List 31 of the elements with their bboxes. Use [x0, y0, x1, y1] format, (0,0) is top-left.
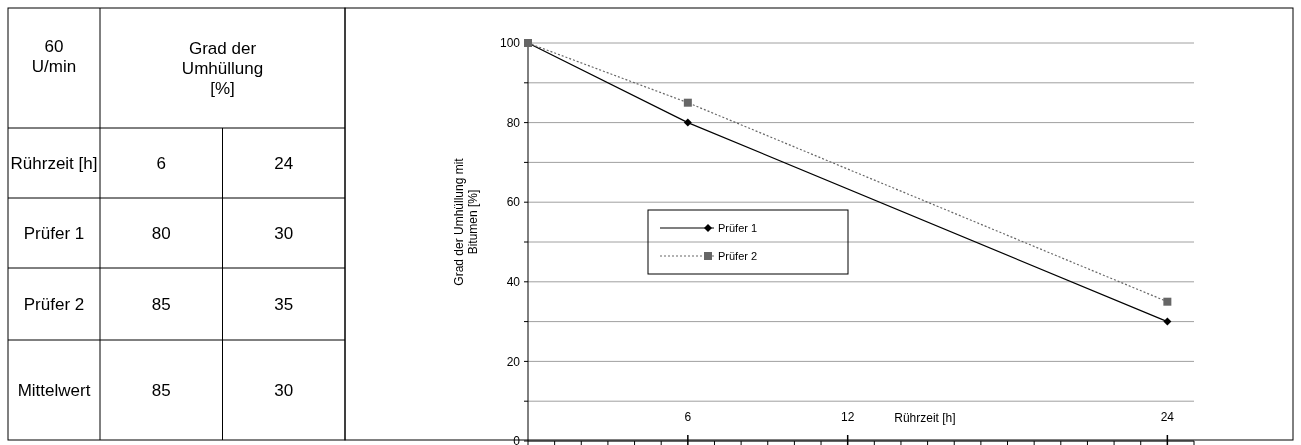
- y-tick-label: 0: [513, 434, 521, 445]
- x-tick-label: 12: [841, 410, 855, 424]
- data-label: 30: [274, 223, 294, 243]
- y-tick-label: 40: [506, 275, 521, 289]
- data-label: 85: [151, 294, 171, 314]
- data-label: 35: [274, 294, 294, 314]
- y-tick-label: 60: [506, 195, 521, 210]
- point: [683, 118, 692, 127]
- text: Rührzeit [h]: [10, 153, 98, 173]
- x-axis-title: Rührzeit [h]: [894, 411, 956, 425]
- y-tick-label: 100: [499, 36, 521, 51]
- point: [1163, 317, 1172, 326]
- x-tick-label: 24: [1160, 410, 1175, 424]
- text: Mittelwert: [17, 380, 91, 400]
- point: [1163, 297, 1172, 306]
- legend-label: Prüfer 1: [718, 221, 758, 234]
- data-label: 30: [274, 380, 294, 400]
- data-label: 80: [151, 223, 171, 243]
- category-label: 6: [156, 153, 166, 173]
- x-tick-label: 6: [684, 410, 692, 424]
- text: Grad der Umhüllung [%]: [181, 39, 264, 98]
- text: Prüfer 1: [23, 223, 85, 243]
- point: [683, 98, 692, 107]
- y-tick-label: 20: [506, 354, 521, 369]
- data-label: 85: [151, 380, 171, 400]
- text: Prüfer 2: [23, 294, 85, 314]
- category-label: 24: [274, 153, 294, 173]
- y-axis-title: Grad der Umhüllung mit Bitumen [%]: [452, 157, 481, 286]
- legend-label: Prüfer 2: [718, 249, 758, 262]
- text: 60 U/min: [31, 37, 77, 76]
- y-tick-label: 80: [506, 115, 521, 130]
